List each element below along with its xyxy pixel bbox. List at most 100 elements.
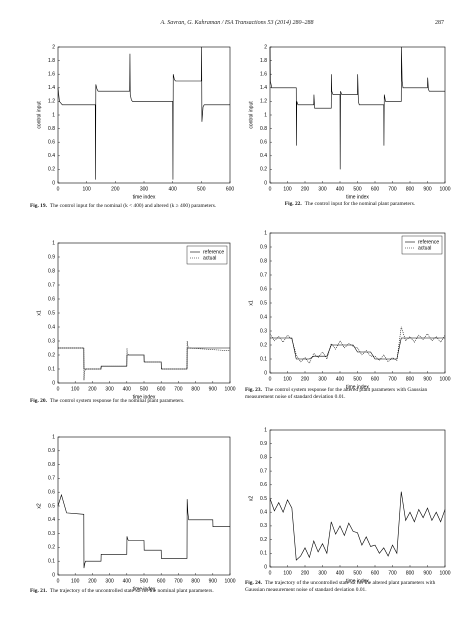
x-tick-label: 300 [105,386,114,392]
y-axis-label: x1 [248,300,254,306]
y-tick-label: 2 [52,44,55,50]
legend-label: reference [418,239,439,245]
y-axis-label: x2 [36,503,42,509]
y-axis-label: x2 [248,496,254,502]
x-tick-label: 600 [371,186,380,192]
y-tick-label: 0 [264,180,267,186]
x-tick-label: 0 [57,386,60,392]
figure-caption: Fig. 24. The trajectory of the uncontroll… [245,580,455,594]
x-tick-label: 600 [226,186,235,192]
x-axis-label: time index [133,194,156,200]
data-line [269,46,445,170]
y-tick-label: 0 [52,572,55,578]
x-tick-label: 100 [283,570,292,576]
data-line [269,326,446,364]
x-tick-label: 500 [353,570,362,576]
y-tick-label: 0.2 [260,342,267,348]
figure-caption: Fig. 19. The control input for the nomina… [30,203,240,210]
y-tick-label: 0 [264,370,267,376]
data-line [58,347,230,370]
x-tick-label: 1000 [439,376,450,382]
x-tick-label: 900 [423,376,432,382]
x-tick-label: 600 [371,570,380,576]
y-tick-label: 0.5 [48,310,55,316]
y-tick-label: 1.2 [48,99,55,105]
y-tick-label: 0 [52,180,55,186]
x-tick-label: 0 [269,186,272,192]
y-tick-label: 0.4 [48,153,55,159]
x-tick-label: 700 [388,570,397,576]
x-tick-label: 0 [57,578,60,584]
figure: 0 0.1 0.2 0.3 0.4 0.5 0.6 0.7 0.8 0.9 1 0 100 200 300 4… [36,434,235,592]
x-tick-label: 800 [406,376,415,382]
x-tick-label: 400 [168,186,177,192]
x-tick-label: 100 [283,186,292,192]
x-tick-label: 900 [423,570,432,576]
x-tick-label: 500 [197,186,206,192]
x-tick-label: 500 [140,578,149,584]
y-tick-label: 0.3 [260,523,267,529]
y-tick-label: 1.4 [48,85,55,91]
caption-text: The control input for the nominal plant … [304,201,416,207]
y-tick-label: 0 [264,564,267,570]
y-tick-label: 1 [264,427,267,433]
y-tick-label: 0.2 [48,352,55,358]
y-tick-label: 0.1 [260,551,267,557]
x-tick-label: 200 [301,186,310,192]
figure-caption: Fig. 23. The control system response for … [245,387,455,401]
x-tick-label: 800 [406,186,415,192]
x-tick-label: 700 [388,376,397,382]
x-axis-label: time index [133,394,156,400]
x-tick-label: 1000 [224,386,235,392]
caption-text: The trajectory of the uncontrolled state… [245,580,436,593]
legend-label: actual [418,245,431,251]
y-tick-label: 0.8 [48,126,55,132]
x-tick-label: 800 [191,578,200,584]
caption-label: Fig. 23. [245,387,262,393]
y-tick-label: 1.8 [260,58,267,64]
y-tick-label: 0.4 [260,153,267,159]
y-tick-label: 1 [52,434,55,440]
x-tick-label: 0 [57,186,60,192]
x-tick-label: 300 [318,570,327,576]
x-tick-label: 500 [353,376,362,382]
x-axis-label: time index [346,384,369,390]
y-tick-label: 0.8 [48,268,55,274]
y-tick-label: 0.7 [48,476,55,482]
x-tick-label: 300 [140,186,149,192]
y-tick-label: 0.2 [260,167,267,173]
x-tick-label: 1000 [439,570,450,576]
data-line [57,46,230,180]
x-tick-label: 200 [301,376,310,382]
y-tick-label: 0.7 [48,282,55,288]
y-tick-label: 0.6 [260,286,267,292]
y-tick-label: 0.3 [48,338,55,344]
x-tick-label: 300 [105,578,114,584]
x-tick-label: 200 [111,186,120,192]
figure-caption: Fig. 22. The control input for the nomina… [245,201,455,208]
caption-label: Fig. 21. [30,588,47,594]
y-tick-label: 0.5 [260,300,267,306]
caption-text: The control system response for the nomi… [49,398,185,404]
y-tick-label: 0.1 [48,366,55,372]
y-tick-label: 0.4 [48,324,55,330]
x-tick-label: 400 [336,186,345,192]
x-tick-label: 1000 [224,578,235,584]
y-tick-label: 0.6 [48,296,55,302]
x-tick-label: 400 [336,570,345,576]
caption-text: The control system response for the alte… [245,387,428,400]
x-tick-label: 0 [269,570,272,576]
caption-label: Fig. 19. [30,203,47,209]
y-tick-label: 0 [52,380,55,386]
y-tick-label: 1 [52,240,55,246]
y-tick-label: 0.2 [48,167,55,173]
y-axis-label: control input [248,101,254,129]
x-tick-label: 900 [209,578,218,584]
x-tick-label: 300 [318,376,327,382]
x-tick-label: 400 [123,578,132,584]
y-tick-label: 0.6 [48,490,55,496]
legend-box [401,235,443,255]
x-tick-label: 400 [336,376,345,382]
